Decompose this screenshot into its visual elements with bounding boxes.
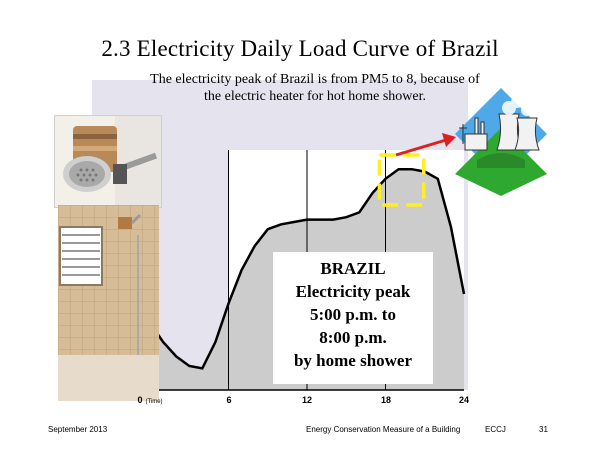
bathroom-shower-photo [58,205,159,401]
callout-line: BRAZIL [320,259,386,278]
electric-shower-heater-photo [54,115,162,208]
footer-org: ECCJ [485,425,506,434]
x-tick-12: 12 [301,395,313,405]
footer-date: September 2013 [48,425,108,434]
footer-page: 31 [539,425,548,434]
peak-arrow-shaft [395,138,447,157]
peak-arrow-head [442,133,456,147]
x-tick-0: 0 (Time) [137,395,163,405]
callout-line: Electricity peak [295,282,411,301]
brazil-peak-callout: BRAZIL Electricity peak 5:00 p.m. to 8:0… [273,252,433,384]
callout-line: 5:00 p.m. to [310,305,396,324]
slide-title: 2.3 Electricity Daily Load Curve of Braz… [101,36,499,61]
x-tick-6: 6 [226,395,232,405]
callout-line: 8:00 p.m. [319,328,387,347]
callout-line: by home shower [293,351,413,370]
power-plant-icon [455,88,547,196]
slide-subtitle: The electricity peak of Brazil is from P… [150,72,480,104]
footer-course: Energy Conservation Measure of a Buildin… [306,425,461,434]
x-tick-24: 24 [458,395,470,405]
x-tick-18: 18 [380,395,392,405]
